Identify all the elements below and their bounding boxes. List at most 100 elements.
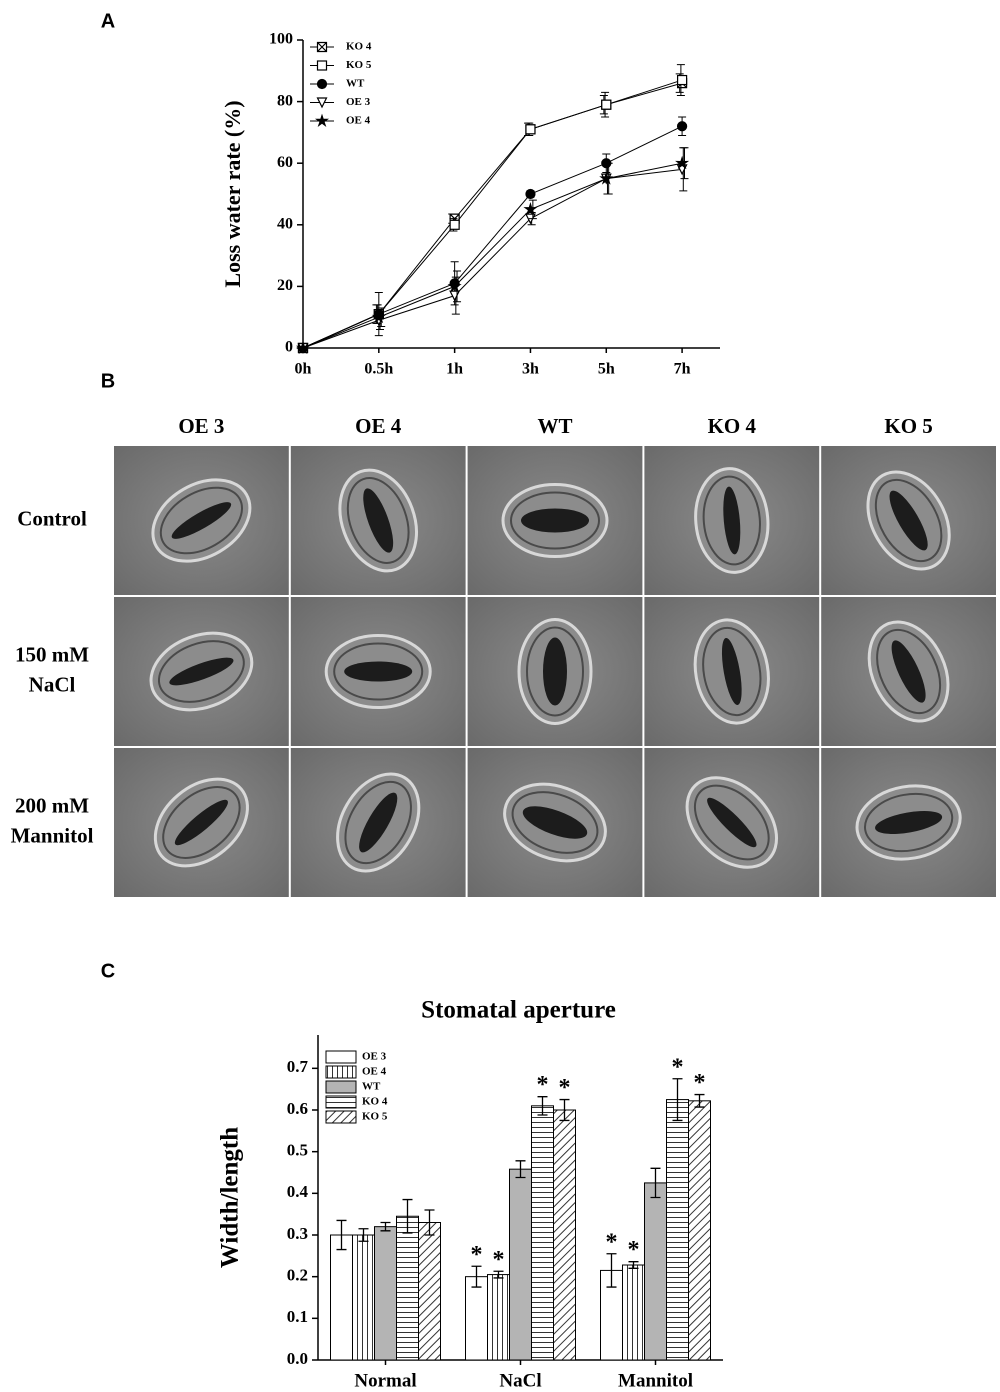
- error-bar: [515, 1160, 526, 1179]
- guard-cell-inner: [159, 486, 243, 555]
- marker: [601, 99, 612, 110]
- error-bar: [559, 1098, 570, 1122]
- guard-cell-inner: [702, 475, 761, 566]
- bar: [688, 1100, 711, 1361]
- legend-label: WT: [346, 78, 365, 90]
- series-line: [302, 162, 683, 349]
- error-bar: [358, 1228, 369, 1242]
- guard-cell-inner: [162, 786, 241, 859]
- x-tick-label: 7h: [674, 361, 691, 378]
- row-label: NaCl: [29, 672, 76, 696]
- significance-mark: *: [694, 1070, 706, 1096]
- y-tick-label: 60: [277, 154, 293, 171]
- legend-label: KO 5: [346, 59, 372, 71]
- pore: [707, 797, 757, 848]
- bar: [487, 1274, 510, 1361]
- y-tick-label: 80: [277, 92, 293, 109]
- error-bar: [606, 1253, 617, 1288]
- guard-cell-inner: [510, 491, 600, 550]
- bar: [644, 1182, 667, 1361]
- stoma: [693, 618, 770, 725]
- legend-marker: [316, 41, 328, 53]
- y-tick-label: 0: [285, 339, 293, 356]
- significance-mark: *: [559, 1075, 571, 1101]
- x-tick-label: Normal: [354, 1370, 416, 1391]
- guard-cell-inner: [526, 626, 584, 717]
- y-tick-label: 0.3: [287, 1224, 308, 1243]
- y-tick-label: 0.6: [287, 1099, 308, 1118]
- bar: [352, 1234, 375, 1361]
- marker: [449, 219, 460, 230]
- pore: [543, 637, 567, 706]
- marker: [676, 74, 688, 86]
- x-tick-label: NaCl: [499, 1370, 541, 1391]
- y-axis-label: Loss water rate (%): [220, 100, 245, 287]
- panel-label: A: [101, 10, 115, 32]
- legend-label: OE 4: [362, 1066, 387, 1078]
- y-tick-label: 0.4: [287, 1182, 309, 1201]
- bar: [666, 1099, 689, 1361]
- legend-swatch: [325, 1080, 357, 1094]
- stoma: [503, 782, 607, 863]
- pore: [521, 508, 589, 533]
- stoma: [855, 784, 962, 861]
- legend-swatch: [325, 1050, 357, 1064]
- series-line: [302, 125, 683, 349]
- stoma: [324, 634, 432, 709]
- marker: [525, 188, 536, 200]
- stoma: [694, 467, 770, 574]
- significance-mark: *: [606, 1229, 618, 1255]
- significance-mark: *: [471, 1242, 483, 1268]
- error-bar: [650, 1167, 661, 1199]
- panel-label: C: [101, 960, 115, 982]
- guard-cell-inner: [876, 628, 942, 715]
- bar: [396, 1215, 419, 1361]
- stoma: [338, 468, 418, 573]
- error-bar: [336, 1219, 347, 1251]
- error-bar: [628, 1261, 639, 1269]
- x-tick-label: 0.5h: [364, 361, 393, 378]
- row-label: Mannitol: [11, 823, 94, 847]
- significance-mark: *: [628, 1237, 640, 1263]
- x-tick-label: 1h: [446, 361, 463, 378]
- error-bar: [537, 1096, 548, 1116]
- pore: [344, 661, 413, 682]
- column-label: KO 4: [708, 414, 757, 438]
- pore: [169, 657, 234, 686]
- bar: [465, 1276, 488, 1361]
- legend-label: OE 4: [346, 115, 371, 127]
- panel-label: B: [101, 370, 115, 392]
- stoma: [867, 620, 950, 723]
- legend-label: KO 4: [362, 1096, 388, 1108]
- legend-swatch: [325, 1110, 357, 1124]
- pore: [522, 806, 588, 839]
- y-tick-label: 20: [277, 277, 293, 294]
- legend-label: WT: [362, 1081, 381, 1093]
- error-bar: [694, 1093, 705, 1108]
- marker: [676, 121, 688, 132]
- marker: [295, 340, 311, 354]
- column-label: WT: [537, 414, 572, 438]
- bar: [553, 1109, 576, 1361]
- stoma: [149, 631, 254, 712]
- legend-marker: [316, 60, 328, 71]
- error-bar: [402, 1198, 413, 1234]
- legend-label: OE 3: [362, 1051, 387, 1063]
- series-line: [302, 168, 683, 349]
- bar: [330, 1234, 353, 1361]
- x-tick-label: 5h: [598, 361, 615, 378]
- marker: [447, 279, 462, 293]
- stoma: [153, 777, 249, 868]
- pore: [359, 792, 398, 853]
- legend-label: KO 4: [346, 41, 372, 53]
- legend-label: OE 3: [346, 96, 371, 108]
- marker: [675, 155, 690, 170]
- bar: [418, 1222, 441, 1361]
- row-label: 200 mM: [15, 793, 89, 817]
- significance-mark: *: [672, 1054, 684, 1080]
- error-bar: [672, 1078, 683, 1122]
- pore: [721, 637, 742, 706]
- pore: [891, 640, 926, 703]
- marker: [523, 202, 538, 216]
